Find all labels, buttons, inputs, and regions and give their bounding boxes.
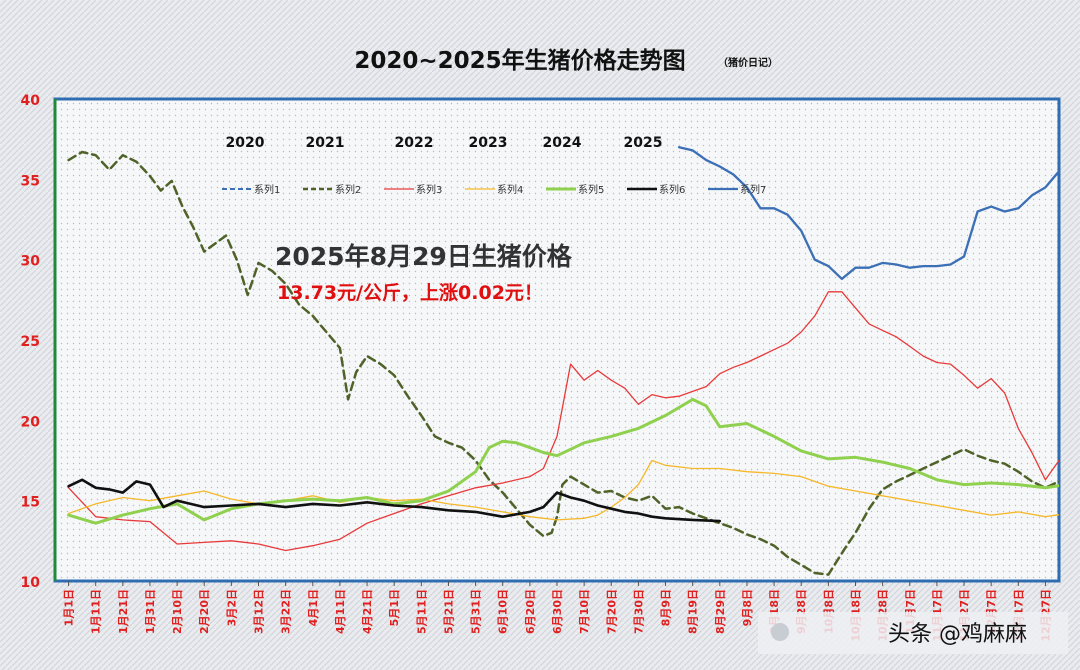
x-tick-label: 5月1日 [388,589,401,626]
x-tick-label: 8月19日 [687,589,700,634]
legend-label: 系列5 [578,183,604,196]
year-label: 2021 [306,135,345,151]
year-label: 2022 [395,135,434,151]
x-tick-label: 1月11日 [90,589,103,634]
legend-label: 系列2 [335,183,361,196]
plot-area [53,97,1061,583]
chart-title-text: 2020~2025年生猪价格走势图 [354,47,685,74]
x-tick-label: 4月21日 [361,589,374,634]
x-tick-label: 6月20日 [524,589,537,634]
y-tick-label: 40 [21,93,41,109]
x-tick-label: 3月2日 [225,589,238,626]
x-tick-label: 4月1日 [307,589,320,626]
y-tick-label: 30 [21,254,41,270]
announcement-line1: 2025年8月29日生猪价格 [275,242,573,271]
x-tick-label: 2月10日 [171,589,184,634]
x-tick-label: 1月1日 [63,589,76,626]
x-tick-label: 1月31日 [144,589,157,634]
series-layer [67,146,1059,576]
series-line-4 [67,459,1059,521]
chart-title-note: （猪价日记） [718,56,778,69]
legend-label: 系列7 [740,183,766,196]
y-tick-label: 25 [21,334,40,350]
series-line-3 [67,291,1059,552]
y-tick-label: 15 [21,495,40,511]
x-tick-label: 8月29日 [714,589,727,634]
x-tick-label: 5月11日 [415,589,428,634]
x-tick-label: 8月9日 [660,589,673,626]
x-tick-label: 2月20日 [198,589,211,634]
legend-label: 系列4 [497,183,523,196]
x-tick-label: 6月10日 [497,589,510,634]
chart-title: 2020~2025年生猪价格走势图 （猪价日记） [354,47,778,74]
watermark: 头条 @鸡麻麻 [758,612,1068,654]
legend-label: 系列1 [254,183,280,196]
x-tick-label: 5月21日 [442,589,455,634]
series-line-2 [67,150,1059,576]
y-axis: 10 15 20 25 30 35 40 [21,93,57,591]
x-tick-label: 1月21日 [117,589,130,634]
year-label: 2023 [469,135,508,151]
announcement: 2025年8月29日生猪价格 13.73元/公斤，上涨0.02元！ [275,242,573,304]
legend-label: 系列6 [659,183,685,196]
year-label: 2020 [226,135,265,151]
year-label: 2024 [543,135,582,151]
x-tick-label: 9月8日 [741,589,754,626]
legend-label: 系列3 [416,183,442,196]
y-tick-label: 35 [21,173,40,189]
legend: 系列1 系列2 系列3 系列4 系列5 系列6 系列7 [222,183,766,196]
x-tick-label: 5月31日 [470,589,483,634]
x-tick-label: 7月30日 [632,589,645,634]
x-tick-label: 6月30日 [551,589,564,634]
y-tick-label: 10 [21,575,41,591]
x-tick-label: 4月11日 [334,589,347,634]
watermark-text: 头条 @鸡麻麻 [888,622,1027,647]
x-tick-label: 7月10日 [578,589,591,634]
series-line-7 [677,146,1059,281]
x-tick-label: 7月20日 [605,589,618,634]
year-labels: 2020 2021 2022 2023 2024 2025 [226,135,663,151]
announcement-line2: 13.73元/公斤，上涨0.02元！ [277,282,543,304]
x-tick-label: 3月12日 [253,589,266,634]
watermark-logo-icon [771,623,789,641]
series-line-6 [67,478,722,523]
y-tick-label: 20 [21,414,41,430]
x-tick-label: 3月22日 [280,589,293,634]
year-label: 2025 [624,135,663,151]
watermark-backdrop [758,612,1068,654]
